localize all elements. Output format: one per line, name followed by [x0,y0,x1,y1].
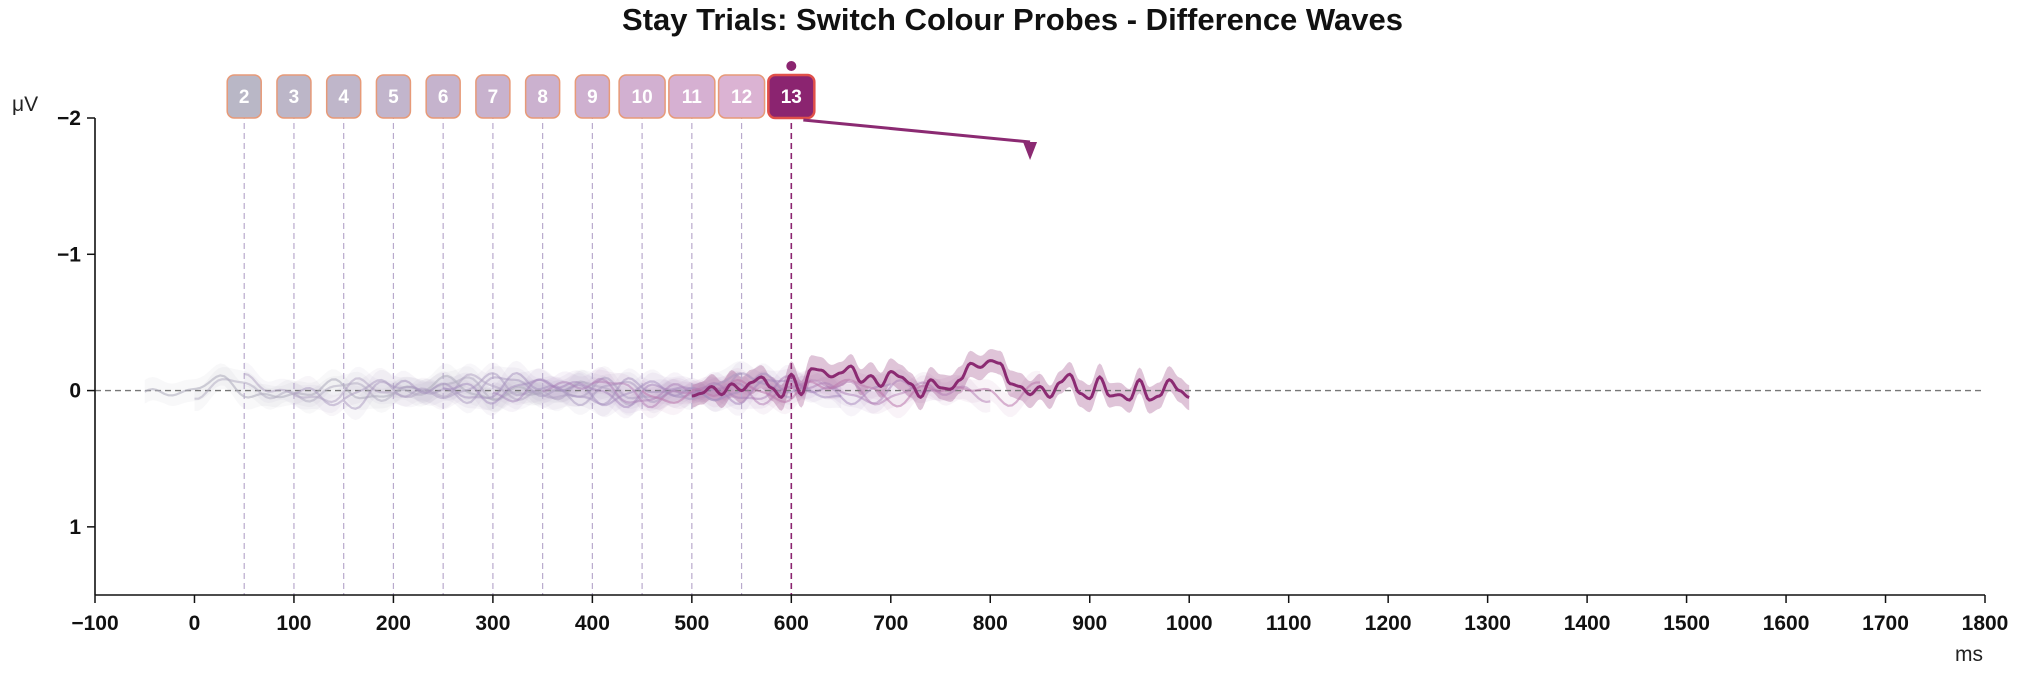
x-tick-label: 1800 [1962,612,2009,635]
x-tick-label: 1200 [1365,612,1412,635]
x-tick-label: 700 [873,612,908,635]
probe-button-11[interactable]: 11 [668,74,716,119]
x-tick-label: 900 [1072,612,1107,635]
probe-button-bg [425,74,461,119]
probe-button-label: 9 [587,87,598,108]
probe-onset-lines [243,113,793,595]
probe-button-label: 3 [289,87,300,108]
probe-button-10[interactable]: 10 [618,74,666,119]
probe-button-6[interactable]: 6 [425,74,461,119]
probe-button-bg [717,74,766,119]
probe-button-label: 2 [239,87,250,108]
active-probe-dot [786,61,797,71]
probe-button-9[interactable]: 9 [574,74,611,119]
axes: −100 0 100 200 300 400 500 600 700 800 900 1000 1100… [12,93,2008,666]
ci-band-13 [691,349,1190,414]
x-tick-label: −100 [71,612,118,635]
difference-wave-series [144,359,1190,410]
x-tick-label: 200 [376,612,411,635]
probe-button-3[interactable]: 3 [276,74,312,119]
probe-button-2[interactable]: 2 [226,74,262,119]
x-tick-label: 0 [189,612,201,635]
y-tick-label: 1 [69,516,81,539]
probe-button-bg [668,74,716,119]
x-tick-label: 1100 [1266,612,1312,635]
probe-button-bg [618,74,666,119]
probe-button-label: 7 [488,87,499,108]
x-tick-label: 300 [475,612,510,635]
x-tick-label: 1400 [1564,612,1611,635]
probe-button-4[interactable]: 4 [325,74,362,119]
x-tick-label: 1300 [1464,612,1511,635]
probe-button-bg [226,74,262,119]
x-tick-label: 800 [973,612,1008,635]
probe-button-7[interactable]: 7 [475,74,511,119]
probe-button-bg [276,74,312,119]
probe-button-bg [524,74,561,119]
active-probe-marker [786,61,1038,160]
probe-button-bg [767,73,816,120]
probe-button-label: 12 [731,87,752,108]
probe-button-label: 4 [338,87,349,108]
probe-button-label: 8 [537,87,548,108]
x-tick-label: 1000 [1166,612,1213,635]
x-axis-unit: ms [1955,643,1983,666]
probe-button-bg [325,74,362,119]
x-tick-label: 1600 [1763,612,1810,635]
probe-button-label: 5 [388,87,399,108]
probe-button-label: 6 [438,87,449,108]
probe-button-13[interactable]: 13 [767,73,816,120]
series-line-11 [591,379,991,409]
probe-button-label: 10 [632,87,653,108]
probe-button-bg [375,74,412,119]
probe-button-label: 13 [781,87,802,108]
active-pointer-line [803,118,1031,144]
x-tick-label: 400 [575,612,610,635]
probe-button-5[interactable]: 5 [375,74,412,119]
x-tick-label: 1500 [1663,612,1710,635]
probe-button-12[interactable]: 12 [717,74,766,119]
series-line-3 [194,376,594,403]
y-axis-unit: μV [12,93,38,116]
series-line-12 [641,378,1040,408]
chart-title: Stay Trials: Switch Colour Probes - Diff… [622,2,1403,37]
series-line-5 [293,372,693,407]
probe-button-bg [574,74,611,119]
x-tick-label: 1700 [1862,612,1909,635]
x-tick-label: 500 [674,612,709,635]
y-tick-label: −1 [57,243,81,266]
y-tick-label: 0 [69,380,81,403]
probe-buttons: 2 3 4 5 6 7 8 9 10 11 12 13 [226,73,816,120]
probe-button-8[interactable]: 8 [524,74,561,119]
x-tick-label: 100 [276,612,311,635]
probe-button-label: 11 [682,87,703,108]
series-line-13 [691,359,1190,402]
probe-button-bg [475,74,511,119]
x-tick-label: 600 [774,612,809,635]
pointer-triangle-icon [1023,142,1038,160]
y-tick-label: −2 [57,107,81,130]
